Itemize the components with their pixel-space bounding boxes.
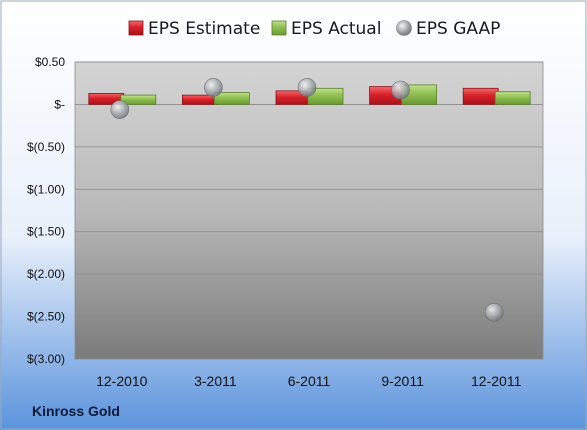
y-tick-label: $- — [54, 97, 65, 111]
legend-swatch-estimate — [128, 20, 144, 36]
x-axis-category-labels: 12-2010 3-2011 6-2011 9-2011 12-2011 — [96, 373, 521, 389]
company-name: Kinross Gold — [32, 403, 120, 419]
y-tick-label: $0.50 — [35, 55, 65, 69]
y-tick-label: $(1.00) — [27, 182, 65, 196]
bar-eps-actual — [494, 91, 531, 105]
bar-eps-actual — [213, 92, 250, 105]
legend: EPS Estimate EPS Actual EPS GAAP — [128, 19, 500, 39]
plot-border — [74, 61, 544, 360]
legend-swatch-gaap — [396, 20, 412, 36]
point-eps-gaap — [110, 100, 130, 119]
y-tick-label: $(0.50) — [27, 140, 65, 154]
point-eps-gaap — [391, 80, 410, 100]
point-eps-gaap — [484, 303, 504, 322]
legend-label-gaap: EPS GAAP — [416, 19, 500, 39]
x-category-label: 9-2011 — [381, 373, 424, 389]
bar-eps-estimate — [462, 87, 499, 105]
bar-eps-actual — [120, 94, 157, 105]
y-tick-label: $(1.50) — [27, 225, 65, 239]
y-tick-label: $(3.00) — [27, 352, 65, 366]
x-category-label: 12-2010 — [96, 373, 148, 389]
legend-label-actual: EPS Actual — [291, 19, 381, 39]
x-category-label: 3-2011 — [194, 373, 237, 389]
x-category-label: 6-2011 — [288, 373, 331, 389]
point-eps-gaap — [204, 78, 223, 97]
plot-area — [75, 62, 543, 359]
point-eps-gaap — [297, 78, 317, 97]
legend-swatch-actual — [271, 20, 287, 36]
y-tick-label: $(2.00) — [27, 267, 65, 281]
x-category-label: 12-2011 — [471, 373, 522, 389]
legend-label-estimate: EPS Estimate — [148, 19, 260, 39]
gaap-points — [110, 78, 504, 322]
y-tick-label: $(2.50) — [27, 310, 65, 324]
y-axis-tick-labels: $0.50 $- $(0.50) $(1.00) $(1.50) $(2.00) $(2.5… — [27, 55, 65, 366]
